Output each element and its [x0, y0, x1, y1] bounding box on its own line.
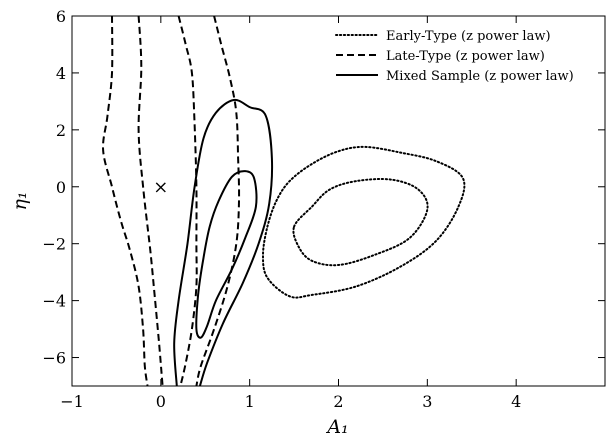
x-tick-label: −1 [60, 392, 84, 411]
x-tick-label: 4 [511, 392, 521, 411]
x-tick-label: 2 [333, 392, 343, 411]
legend-entry: Early-Type (z power law) [335, 29, 551, 44]
x-axis-label: A₁ [325, 416, 348, 438]
contour-lines [102, 16, 466, 386]
series-dashed [102, 16, 241, 386]
series-solid [173, 98, 274, 386]
solid-contour-2 [195, 170, 258, 339]
series-dotted [262, 145, 466, 299]
dotted-contour-1 [262, 145, 466, 299]
dashed-contour-4 [195, 16, 241, 386]
x-tick-label: 0 [156, 392, 166, 411]
best-fit-marker-layer: × [153, 177, 168, 198]
legend-label: Early-Type (z power law) [386, 29, 551, 44]
y-tick-label: −6 [42, 349, 66, 368]
legend-entry: Mixed Sample (z power law) [336, 69, 574, 84]
legend-label: Mixed Sample (z power law) [386, 69, 574, 84]
y-tick-label: 4 [56, 64, 66, 83]
y-tick-label: −2 [42, 235, 66, 254]
legend-entry: Late-Type (z power law) [336, 49, 545, 64]
solid-contour-1 [173, 98, 274, 386]
y-tick-label: 6 [56, 7, 66, 26]
legend-label: Late-Type (z power law) [386, 49, 545, 64]
dashed-contour-3 [177, 16, 198, 386]
x-tick-label: 1 [245, 392, 255, 411]
x-tick-label: 3 [422, 392, 432, 411]
legend: Early-Type (z power law) Late-Type (z pow… [335, 29, 574, 84]
best-fit-marker: × [153, 177, 168, 198]
dotted-contour-2 [292, 178, 429, 267]
y-tick-label: 0 [56, 178, 66, 197]
dashed-contour-2 [137, 16, 164, 386]
y-axis-label: η₁ [9, 192, 31, 211]
y-tick-label: −4 [42, 292, 66, 311]
y-axis-ticks: −6 −4 −2 0 2 4 6 [42, 7, 605, 368]
x-axis-ticks: −1 0 1 2 3 4 [60, 16, 521, 411]
y-tick-label: 2 [56, 121, 66, 140]
dashed-contour-1 [102, 16, 149, 386]
